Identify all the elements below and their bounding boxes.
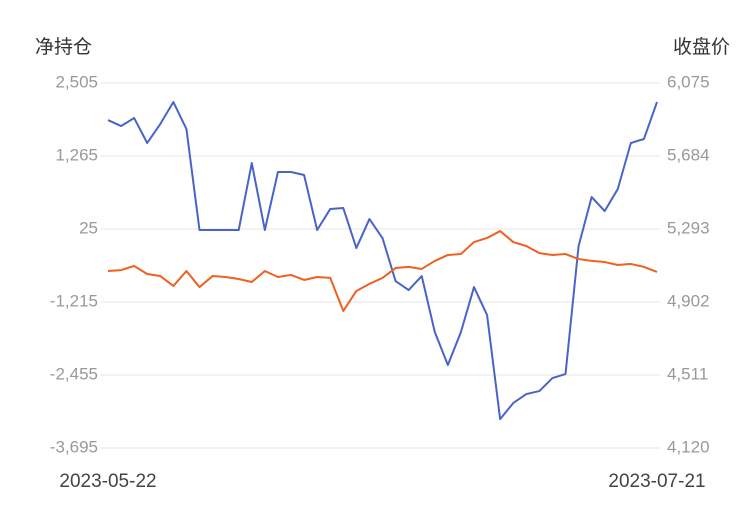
- x-tick-label: 2023-07-21: [608, 471, 705, 492]
- y-tick-label: -1,215: [50, 291, 98, 310]
- y-tick-label: -2,455: [50, 364, 98, 383]
- y2-tick-label: 4,902: [667, 291, 710, 310]
- y-tick-label: -3,695: [50, 437, 98, 456]
- x-tick-label: 2023-05-22: [59, 471, 156, 492]
- y2-axis-title: 收盘价: [673, 36, 730, 58]
- data-line: [107, 101, 658, 421]
- y-tick-label: 1,265: [55, 145, 98, 164]
- y2-tick-label: 5,684: [667, 145, 710, 164]
- y2-tick-label: 4,511: [667, 364, 708, 383]
- y2-tick-label: 5,293: [667, 218, 710, 237]
- y-tick-label: 25: [79, 218, 98, 237]
- y2-tick-label: 4,120: [667, 437, 710, 456]
- y2-tick-label: 6,075: [667, 72, 710, 91]
- y-tick-label: 2,505: [55, 72, 98, 91]
- y-axis-title: 净持仓: [35, 36, 92, 58]
- data-line: [107, 230, 658, 312]
